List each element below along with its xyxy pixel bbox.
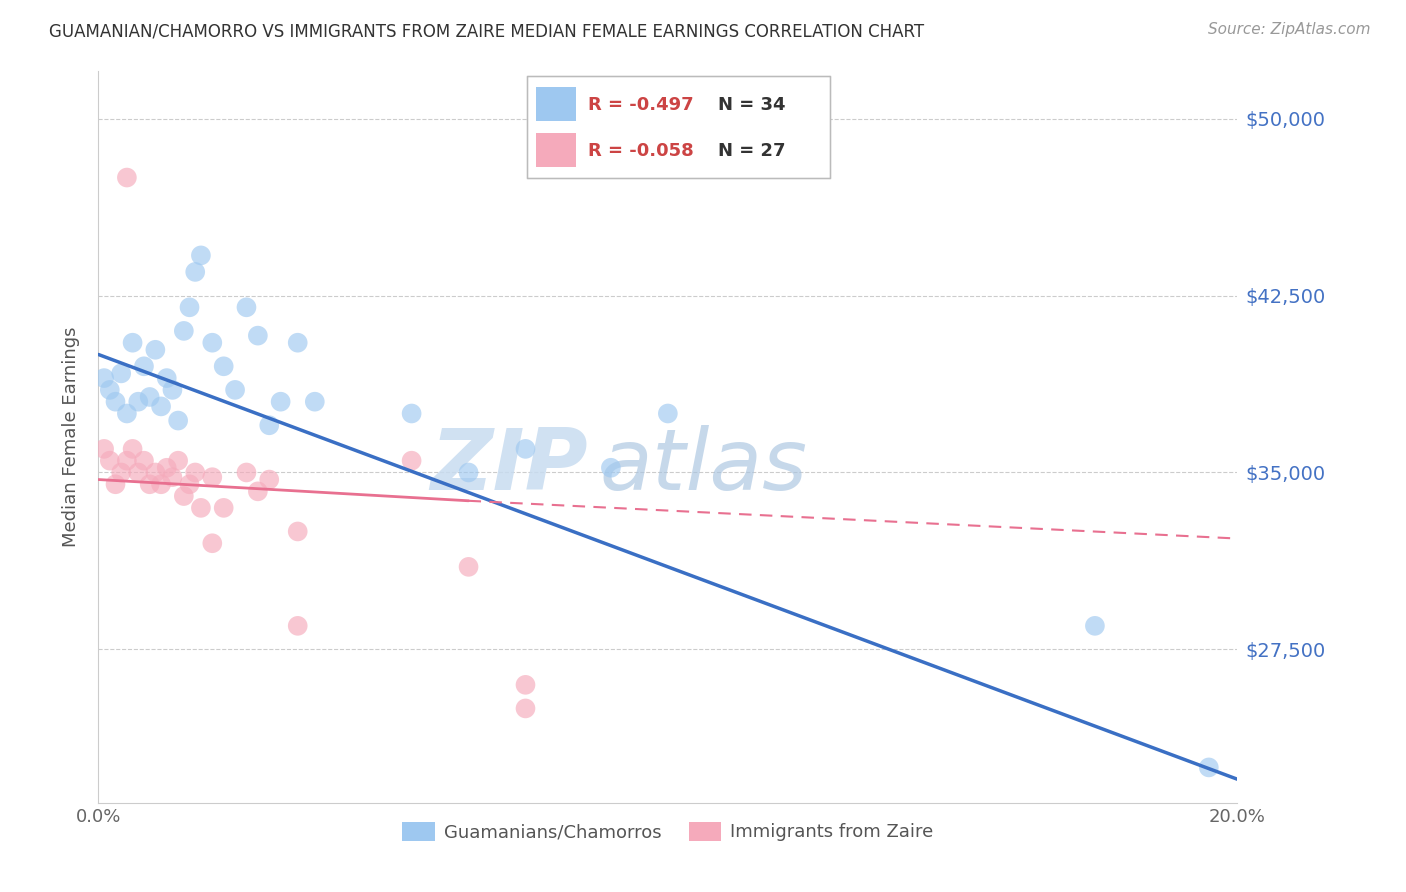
Point [270, 394, 292, 409]
Point [457, 559, 479, 574]
Point [246, 328, 269, 343]
Point [224, 383, 246, 397]
Point [115, 170, 138, 185]
Point [184, 466, 207, 480]
Point [93, 371, 115, 385]
Point [401, 453, 423, 467]
Point [104, 394, 127, 409]
Text: N = 27: N = 27 [717, 142, 785, 160]
Legend: Guamanians/Chamorros, Immigrants from Zaire: Guamanians/Chamorros, Immigrants from Za… [395, 814, 941, 848]
Point [259, 473, 281, 487]
Point [121, 442, 143, 456]
Point [457, 466, 479, 480]
Point [173, 489, 195, 503]
Point [235, 301, 257, 315]
Point [515, 442, 537, 456]
Point [259, 418, 281, 433]
Point [201, 536, 224, 550]
Point [132, 359, 155, 374]
Point [184, 265, 207, 279]
Text: N = 34: N = 34 [717, 95, 785, 113]
Point [132, 453, 155, 467]
Point [98, 383, 121, 397]
Point [304, 394, 326, 409]
Point [93, 442, 115, 456]
Point [515, 701, 537, 715]
Point [515, 678, 537, 692]
Point [1198, 760, 1220, 774]
Point [162, 470, 184, 484]
Text: R = -0.058: R = -0.058 [588, 142, 693, 160]
Point [212, 359, 235, 374]
Point [138, 477, 160, 491]
Point [121, 335, 143, 350]
Text: atlas: atlas [599, 425, 807, 508]
Point [201, 470, 224, 484]
Point [145, 343, 167, 357]
Point [1084, 619, 1107, 633]
Point [115, 453, 138, 467]
Point [127, 466, 149, 480]
Point [246, 484, 269, 499]
Point [600, 460, 623, 475]
Point [167, 413, 190, 427]
Point [162, 383, 184, 397]
Point [657, 407, 679, 421]
Point [127, 394, 149, 409]
Text: ZIP: ZIP [430, 425, 588, 508]
Point [287, 619, 309, 633]
Point [110, 367, 132, 381]
Point [401, 407, 423, 421]
Point [287, 335, 309, 350]
Point [145, 466, 167, 480]
Point [156, 460, 179, 475]
Point [201, 335, 224, 350]
Bar [536, 87, 575, 121]
Bar [536, 133, 575, 167]
Point [212, 500, 235, 515]
Point [179, 301, 201, 315]
Point [235, 466, 257, 480]
Point [150, 477, 173, 491]
Point [110, 466, 132, 480]
Point [156, 371, 179, 385]
Text: R = -0.497: R = -0.497 [588, 95, 693, 113]
Point [98, 453, 121, 467]
Point [150, 400, 173, 414]
Text: Source: ZipAtlas.com: Source: ZipAtlas.com [1208, 22, 1371, 37]
Y-axis label: Median Female Earnings: Median Female Earnings [62, 326, 80, 548]
Point [167, 453, 190, 467]
Point [179, 477, 201, 491]
Point [115, 407, 138, 421]
Point [190, 500, 212, 515]
Point [138, 390, 160, 404]
Point [190, 248, 212, 262]
Point [173, 324, 195, 338]
Point [287, 524, 309, 539]
Point [104, 477, 127, 491]
Text: GUAMANIAN/CHAMORRO VS IMMIGRANTS FROM ZAIRE MEDIAN FEMALE EARNINGS CORRELATION C: GUAMANIAN/CHAMORRO VS IMMIGRANTS FROM ZA… [49, 22, 924, 40]
